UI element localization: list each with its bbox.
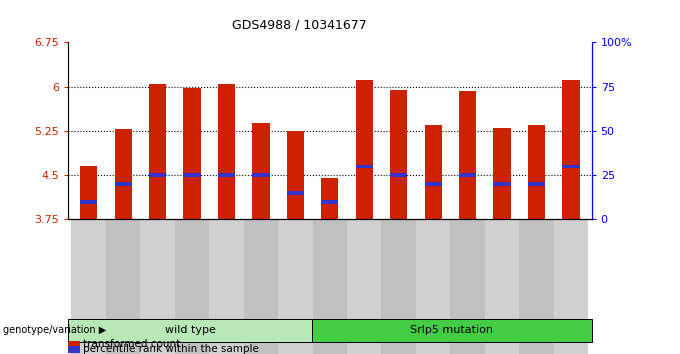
Bar xyxy=(140,219,175,354)
Text: transformed count: transformed count xyxy=(83,339,180,349)
Bar xyxy=(528,182,545,186)
Bar xyxy=(114,129,132,219)
Bar xyxy=(356,165,373,168)
Bar xyxy=(287,131,304,219)
Bar xyxy=(71,219,106,354)
Bar xyxy=(424,125,442,219)
Bar xyxy=(252,173,269,177)
Bar xyxy=(485,219,520,354)
Bar xyxy=(494,128,511,219)
Text: percentile rank within the sample: percentile rank within the sample xyxy=(83,344,259,354)
Bar xyxy=(321,200,339,204)
Bar xyxy=(494,182,511,186)
Bar xyxy=(218,84,235,219)
Bar xyxy=(528,125,545,219)
Bar xyxy=(278,219,313,354)
Bar xyxy=(459,173,476,177)
Bar xyxy=(347,219,381,354)
Bar xyxy=(390,173,407,177)
Bar xyxy=(554,219,588,354)
Bar xyxy=(218,173,235,177)
Bar xyxy=(184,173,201,177)
Bar xyxy=(520,219,554,354)
Bar xyxy=(209,219,243,354)
Bar xyxy=(424,182,442,186)
Bar xyxy=(149,84,166,219)
Bar xyxy=(184,88,201,219)
Text: wild type: wild type xyxy=(165,325,216,335)
Bar xyxy=(381,219,416,354)
Bar xyxy=(175,219,209,354)
Bar xyxy=(321,178,339,219)
Text: Srlp5 mutation: Srlp5 mutation xyxy=(411,325,494,335)
Bar xyxy=(243,219,278,354)
Bar xyxy=(287,191,304,195)
Bar xyxy=(459,91,476,219)
Bar xyxy=(562,80,579,219)
Bar xyxy=(149,173,166,177)
Text: genotype/variation ▶: genotype/variation ▶ xyxy=(3,325,107,335)
Bar xyxy=(313,219,347,354)
Bar xyxy=(80,200,97,204)
Text: GDS4988 / 10341677: GDS4988 / 10341677 xyxy=(232,18,367,31)
Bar xyxy=(356,80,373,219)
Bar xyxy=(106,219,140,354)
Bar xyxy=(114,182,132,186)
Bar xyxy=(450,219,485,354)
Bar xyxy=(562,165,579,168)
Bar xyxy=(416,219,450,354)
Bar xyxy=(80,166,97,219)
Bar xyxy=(252,123,269,219)
Bar xyxy=(390,90,407,219)
